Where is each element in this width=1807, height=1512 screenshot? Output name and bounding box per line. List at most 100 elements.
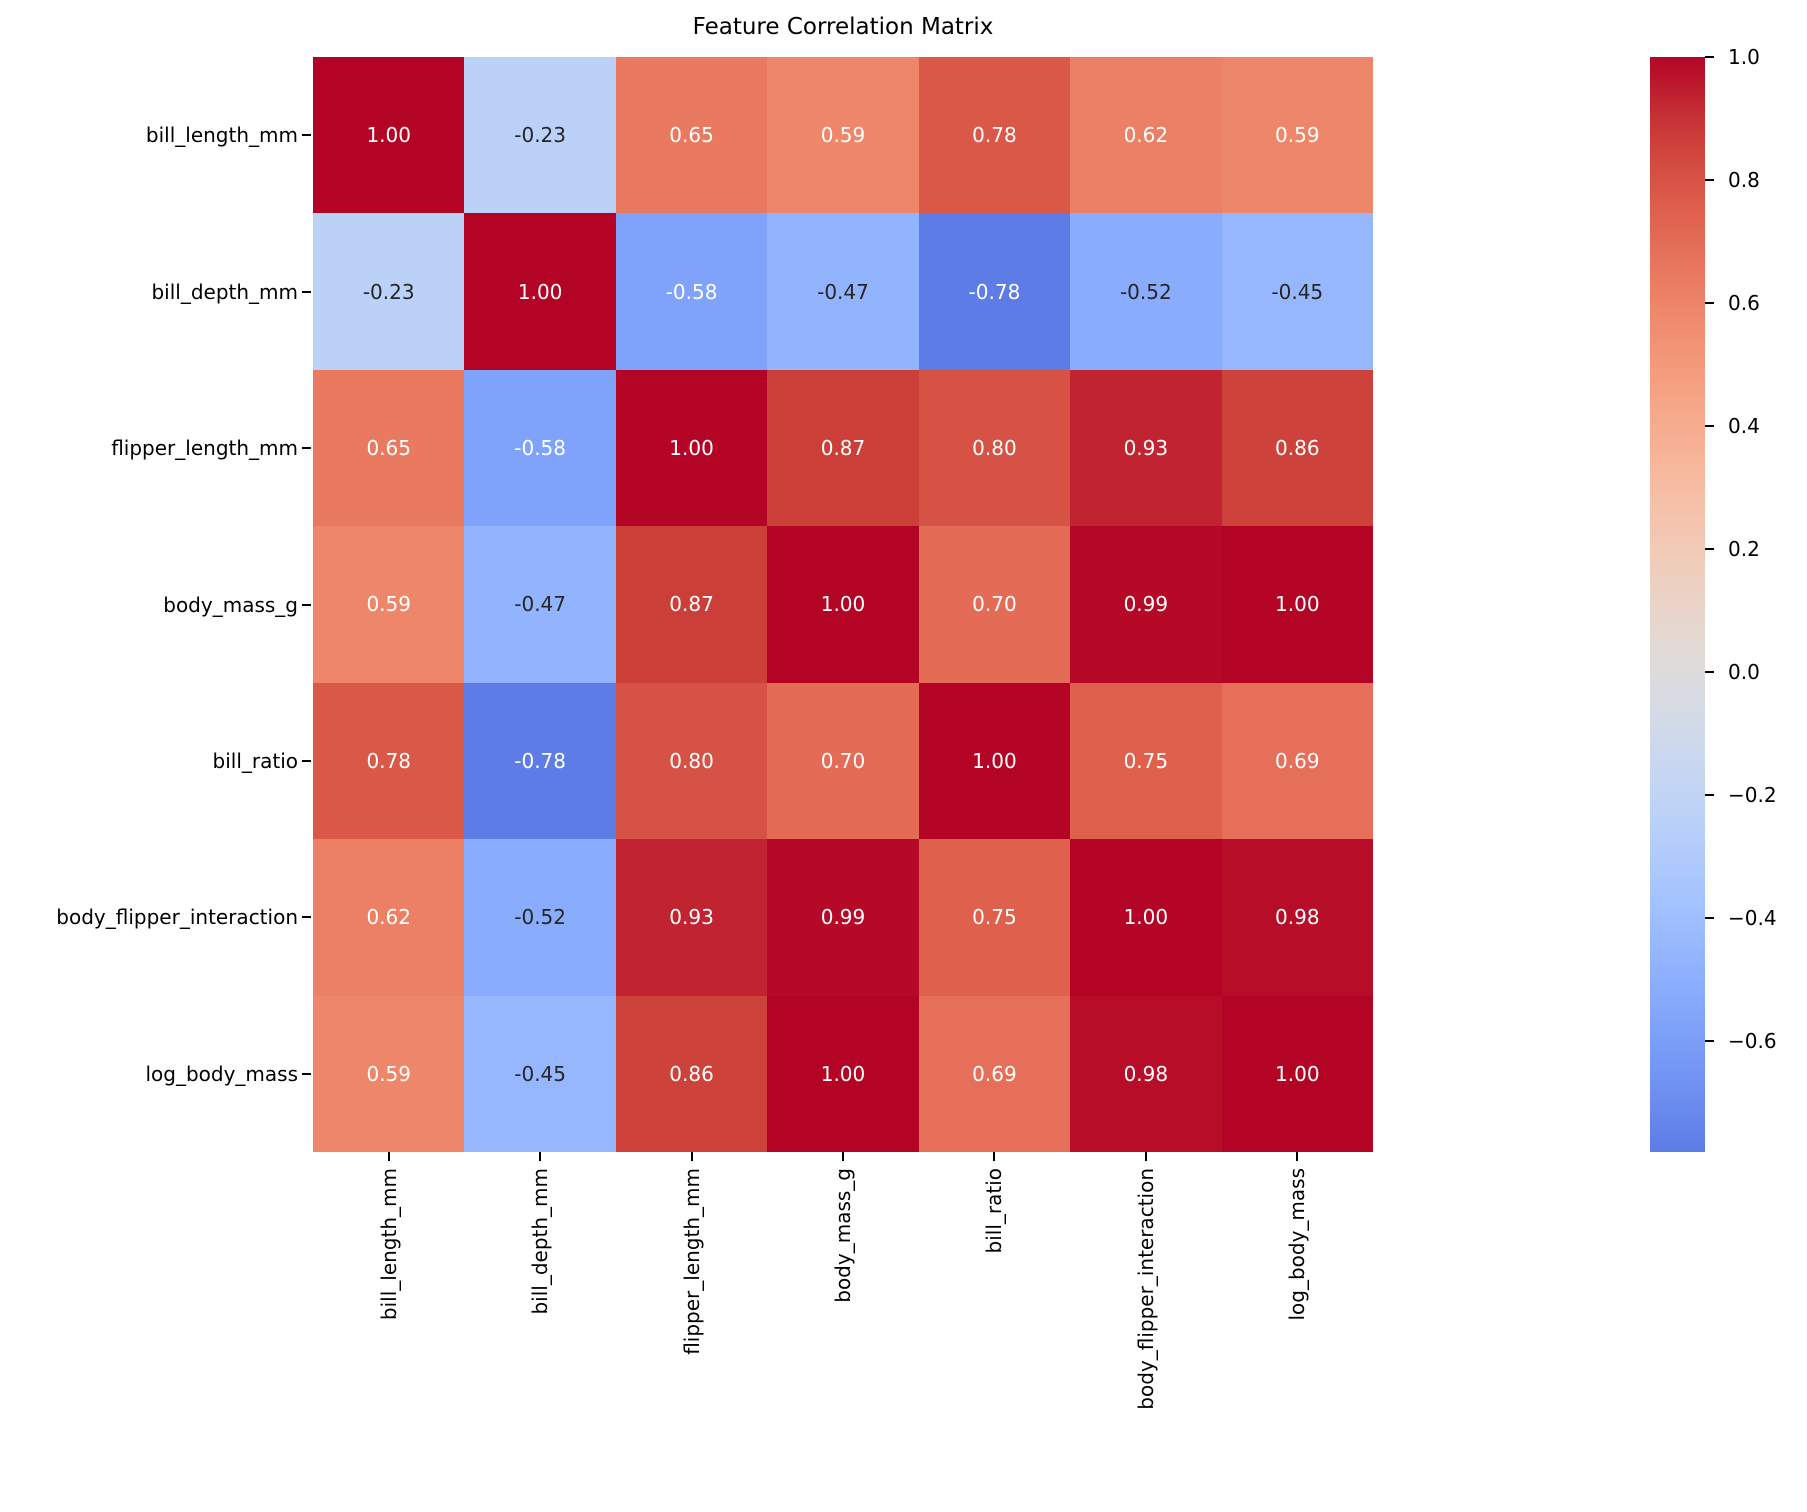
x-tick-label: bill_depth_mm xyxy=(528,1168,553,1315)
heatmap-cell: 0.78 xyxy=(918,57,1071,214)
heatmap-cell: 1.00 xyxy=(1221,995,1373,1152)
heatmap-cell: 0.86 xyxy=(1221,369,1373,527)
cell-value: -0.78 xyxy=(968,279,1021,304)
x-tick-mark xyxy=(690,1152,693,1161)
colorbar-tick-mark xyxy=(1705,179,1714,182)
heatmap-cell: 0.93 xyxy=(615,839,768,996)
chart-title: Feature Correlation Matrix xyxy=(692,14,994,40)
cell-value: 0.59 xyxy=(366,1061,411,1086)
heatmap-cell: -0.52 xyxy=(464,839,616,996)
cell-value: 0.93 xyxy=(669,905,714,930)
cell-value: 0.87 xyxy=(669,592,714,617)
cell-value: 0.62 xyxy=(1123,123,1169,148)
cell-value: -0.47 xyxy=(817,279,869,304)
heatmap-cell: 0.69 xyxy=(918,995,1071,1152)
y-tick-label: body_flipper_interaction xyxy=(56,905,298,930)
heatmap-cell: 0.65 xyxy=(615,57,768,214)
heatmap-cell: 0.59 xyxy=(1221,57,1373,214)
y-tick-mark xyxy=(302,134,311,137)
cell-value: 0.99 xyxy=(1123,592,1169,617)
y-tick-mark xyxy=(302,759,311,762)
cell-value: 1.00 xyxy=(820,592,866,617)
cell-value: -0.45 xyxy=(1271,279,1324,304)
y-tick-mark xyxy=(302,290,311,293)
heatmap-cell: 0.62 xyxy=(1070,57,1222,214)
heatmap-cell: 0.59 xyxy=(313,995,465,1152)
heatmap-cell: 1.00 xyxy=(1070,839,1222,996)
cell-value: 0.86 xyxy=(669,1061,714,1086)
colorbar-tick-mark xyxy=(1705,794,1714,797)
heatmap-cell: -0.47 xyxy=(767,213,919,370)
heatmap-grid: 1.00 -0.23 0.65 0.59 0.78 0.62 0.59 -0.23 1.00 -0… xyxy=(313,57,1373,1152)
heatmap-cell: 0.86 xyxy=(615,995,768,1152)
heatmap-cell: -0.23 xyxy=(464,57,616,214)
y-tick-label: bill_depth_mm xyxy=(151,279,298,304)
cell-value: 0.80 xyxy=(669,748,714,773)
colorbar-tick-label: 0.4 xyxy=(1728,414,1760,439)
heatmap-cell: 0.99 xyxy=(1070,526,1222,683)
heatmap-cell: 1.00 xyxy=(1221,526,1373,683)
x-tick-mark xyxy=(1296,1152,1299,1161)
x-tick-mark xyxy=(539,1152,542,1161)
cell-value: 0.80 xyxy=(972,436,1017,461)
heatmap-cell: -0.52 xyxy=(1070,213,1222,370)
heatmap-cell: 0.70 xyxy=(918,526,1071,683)
heatmap-cell: 0.93 xyxy=(1070,369,1222,527)
colorbar-tick-mark xyxy=(1705,548,1714,551)
heatmap-cell: -0.45 xyxy=(464,995,616,1152)
cell-value: 0.99 xyxy=(820,905,866,930)
cell-value: 0.98 xyxy=(1123,1061,1169,1086)
colorbar-tick-label: 0.0 xyxy=(1728,660,1760,685)
heatmap-cell: 1.00 xyxy=(615,369,768,527)
heatmap-cell: 0.98 xyxy=(1221,839,1373,996)
x-tick-label: bill_ratio xyxy=(982,1168,1007,1254)
colorbar-tick-label: 0.6 xyxy=(1728,291,1760,316)
colorbar-tick-mark xyxy=(1705,425,1714,428)
cell-value: 0.87 xyxy=(820,436,866,461)
cell-value: 0.59 xyxy=(366,592,411,617)
heatmap-cell: 0.98 xyxy=(1070,995,1222,1152)
heatmap-cell: 1.00 xyxy=(918,682,1071,840)
x-tick-mark xyxy=(387,1152,390,1161)
cell-value: 0.78 xyxy=(972,123,1017,148)
heatmap-cell: -0.58 xyxy=(615,213,768,370)
heatmap-cell: 0.70 xyxy=(767,682,919,840)
heatmap-cell: 0.80 xyxy=(615,682,768,840)
cell-value: 1.00 xyxy=(1123,905,1169,930)
colorbar-tick-mark xyxy=(1705,56,1714,58)
heatmap-cell: 0.75 xyxy=(1070,682,1222,840)
cell-value: -0.52 xyxy=(1119,279,1172,304)
heatmap-cell: -0.45 xyxy=(1221,213,1373,370)
cell-value: -0.45 xyxy=(514,1061,566,1086)
heatmap-cell: 0.59 xyxy=(313,526,465,683)
cell-value: -0.58 xyxy=(665,279,718,304)
cell-value: 1.00 xyxy=(517,279,563,304)
cell-value: 0.70 xyxy=(972,592,1017,617)
heatmap-cell: 0.87 xyxy=(615,526,768,683)
cell-value: -0.58 xyxy=(514,436,566,461)
cell-value: -0.52 xyxy=(514,905,566,930)
y-tick-label: log_body_mass xyxy=(145,1061,298,1086)
colorbar xyxy=(1650,57,1705,1152)
heatmap-cell: 0.99 xyxy=(767,839,919,996)
cell-value: 0.93 xyxy=(1123,436,1169,461)
cell-value: 1.00 xyxy=(972,748,1017,773)
heatmap-cell: -0.23 xyxy=(313,213,465,370)
y-tick-mark xyxy=(302,1072,311,1075)
colorbar-tick-mark xyxy=(1705,302,1714,305)
heatmap-cell: -0.78 xyxy=(918,213,1071,370)
colorbar-tick-label: 0.2 xyxy=(1728,537,1760,562)
colorbar-tick-mark xyxy=(1705,917,1714,920)
y-tick-mark xyxy=(302,603,311,606)
heatmap-cell: 0.59 xyxy=(767,57,919,214)
y-tick-label: body_mass_g xyxy=(163,592,298,617)
x-tick-label: flipper_length_mm xyxy=(679,1168,704,1355)
cell-value: 1.00 xyxy=(1275,1061,1320,1086)
cell-value: 0.75 xyxy=(1123,748,1169,773)
cell-value: 0.69 xyxy=(972,1061,1017,1086)
colorbar-tick-label: 0.8 xyxy=(1728,168,1760,193)
colorbar-tick-label: −0.6 xyxy=(1728,1029,1777,1054)
heatmap-cell: -0.47 xyxy=(464,526,616,683)
cell-value: 0.98 xyxy=(1275,905,1320,930)
cell-value: 0.65 xyxy=(669,123,714,148)
